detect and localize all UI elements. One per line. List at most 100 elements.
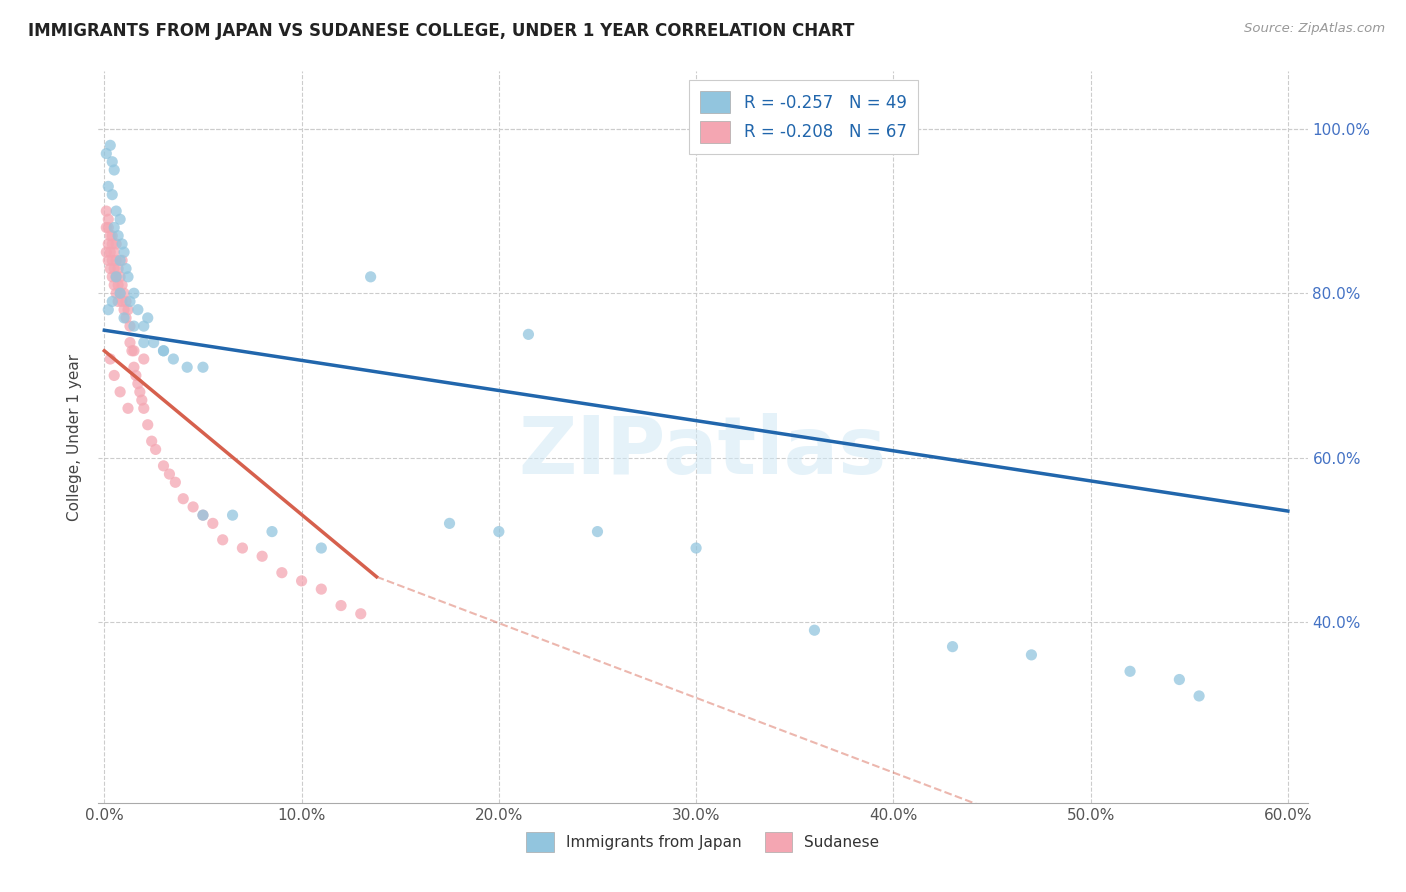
Point xyxy=(128,384,150,399)
Point xyxy=(103,261,125,276)
Text: IMMIGRANTS FROM JAPAN VS SUDANESE COLLEGE, UNDER 1 YEAR CORRELATION CHART: IMMIGRANTS FROM JAPAN VS SUDANESE COLLEG… xyxy=(28,22,855,40)
Point xyxy=(162,351,184,366)
Point xyxy=(108,253,131,268)
Point xyxy=(330,599,353,613)
Point xyxy=(118,294,141,309)
Point xyxy=(152,458,174,473)
Point xyxy=(97,212,120,227)
Point xyxy=(96,204,118,219)
Point xyxy=(111,253,134,268)
Point xyxy=(107,228,129,243)
Point xyxy=(105,269,128,284)
Point xyxy=(112,302,135,317)
Point xyxy=(105,204,128,219)
Point xyxy=(122,286,145,301)
Point xyxy=(105,269,128,284)
Point xyxy=(181,500,204,514)
Point xyxy=(107,278,129,293)
Point xyxy=(98,261,121,276)
Point xyxy=(101,228,124,243)
Point xyxy=(231,541,253,555)
Point xyxy=(117,269,139,284)
Point xyxy=(141,434,163,449)
Point xyxy=(97,253,120,268)
Point xyxy=(101,154,124,169)
Point xyxy=(108,286,131,301)
Point xyxy=(105,253,128,268)
Point xyxy=(142,335,165,350)
Point xyxy=(132,319,155,334)
Point xyxy=(1188,689,1211,703)
Point xyxy=(122,360,145,375)
Point xyxy=(97,302,120,317)
Point xyxy=(98,245,121,260)
Point xyxy=(101,187,124,202)
Point xyxy=(191,508,214,523)
Point xyxy=(360,269,382,284)
Point xyxy=(107,261,129,276)
Point xyxy=(98,228,121,243)
Point xyxy=(132,351,155,366)
Point xyxy=(115,261,138,276)
Point xyxy=(211,533,233,547)
Point xyxy=(132,401,155,416)
Point xyxy=(96,146,118,161)
Point xyxy=(101,236,124,251)
Point xyxy=(103,368,125,383)
Point xyxy=(97,236,120,251)
Point xyxy=(112,245,135,260)
Point xyxy=(111,236,134,251)
Point xyxy=(685,541,707,555)
Point xyxy=(118,319,141,334)
Point xyxy=(115,310,138,325)
Point xyxy=(105,236,128,251)
Point xyxy=(291,574,314,588)
Point xyxy=(145,442,167,457)
Point xyxy=(112,310,135,325)
Point xyxy=(250,549,273,564)
Point xyxy=(127,302,149,317)
Point xyxy=(125,368,148,383)
Point xyxy=(191,360,214,375)
Point xyxy=(439,516,461,531)
Point xyxy=(97,220,120,235)
Point xyxy=(111,294,134,309)
Point xyxy=(108,384,131,399)
Point xyxy=(112,286,135,301)
Point xyxy=(152,343,174,358)
Point xyxy=(152,343,174,358)
Point xyxy=(131,393,153,408)
Point xyxy=(101,253,124,268)
Y-axis label: College, Under 1 year: College, Under 1 year xyxy=(67,353,83,521)
Point xyxy=(122,319,145,334)
Point xyxy=(117,401,139,416)
Point xyxy=(132,335,155,350)
Point xyxy=(221,508,243,523)
Point xyxy=(350,607,373,621)
Point xyxy=(108,286,131,301)
Point xyxy=(98,138,121,153)
Point xyxy=(103,278,125,293)
Point xyxy=(118,335,141,350)
Point xyxy=(159,467,181,481)
Point xyxy=(107,294,129,309)
Point xyxy=(105,286,128,301)
Text: ZIPatlas: ZIPatlas xyxy=(519,413,887,491)
Point xyxy=(101,269,124,284)
Point xyxy=(96,245,118,260)
Legend: Immigrants from Japan, Sudanese: Immigrants from Japan, Sudanese xyxy=(517,823,889,861)
Point xyxy=(115,294,138,309)
Point xyxy=(311,582,333,596)
Point xyxy=(108,269,131,284)
Point xyxy=(122,343,145,358)
Point xyxy=(101,294,124,309)
Point xyxy=(121,343,143,358)
Point xyxy=(1168,673,1191,687)
Point xyxy=(111,278,134,293)
Point xyxy=(803,624,825,638)
Point xyxy=(108,212,131,227)
Point xyxy=(1119,665,1142,679)
Point xyxy=(270,566,292,580)
Point xyxy=(311,541,333,555)
Point xyxy=(488,524,510,539)
